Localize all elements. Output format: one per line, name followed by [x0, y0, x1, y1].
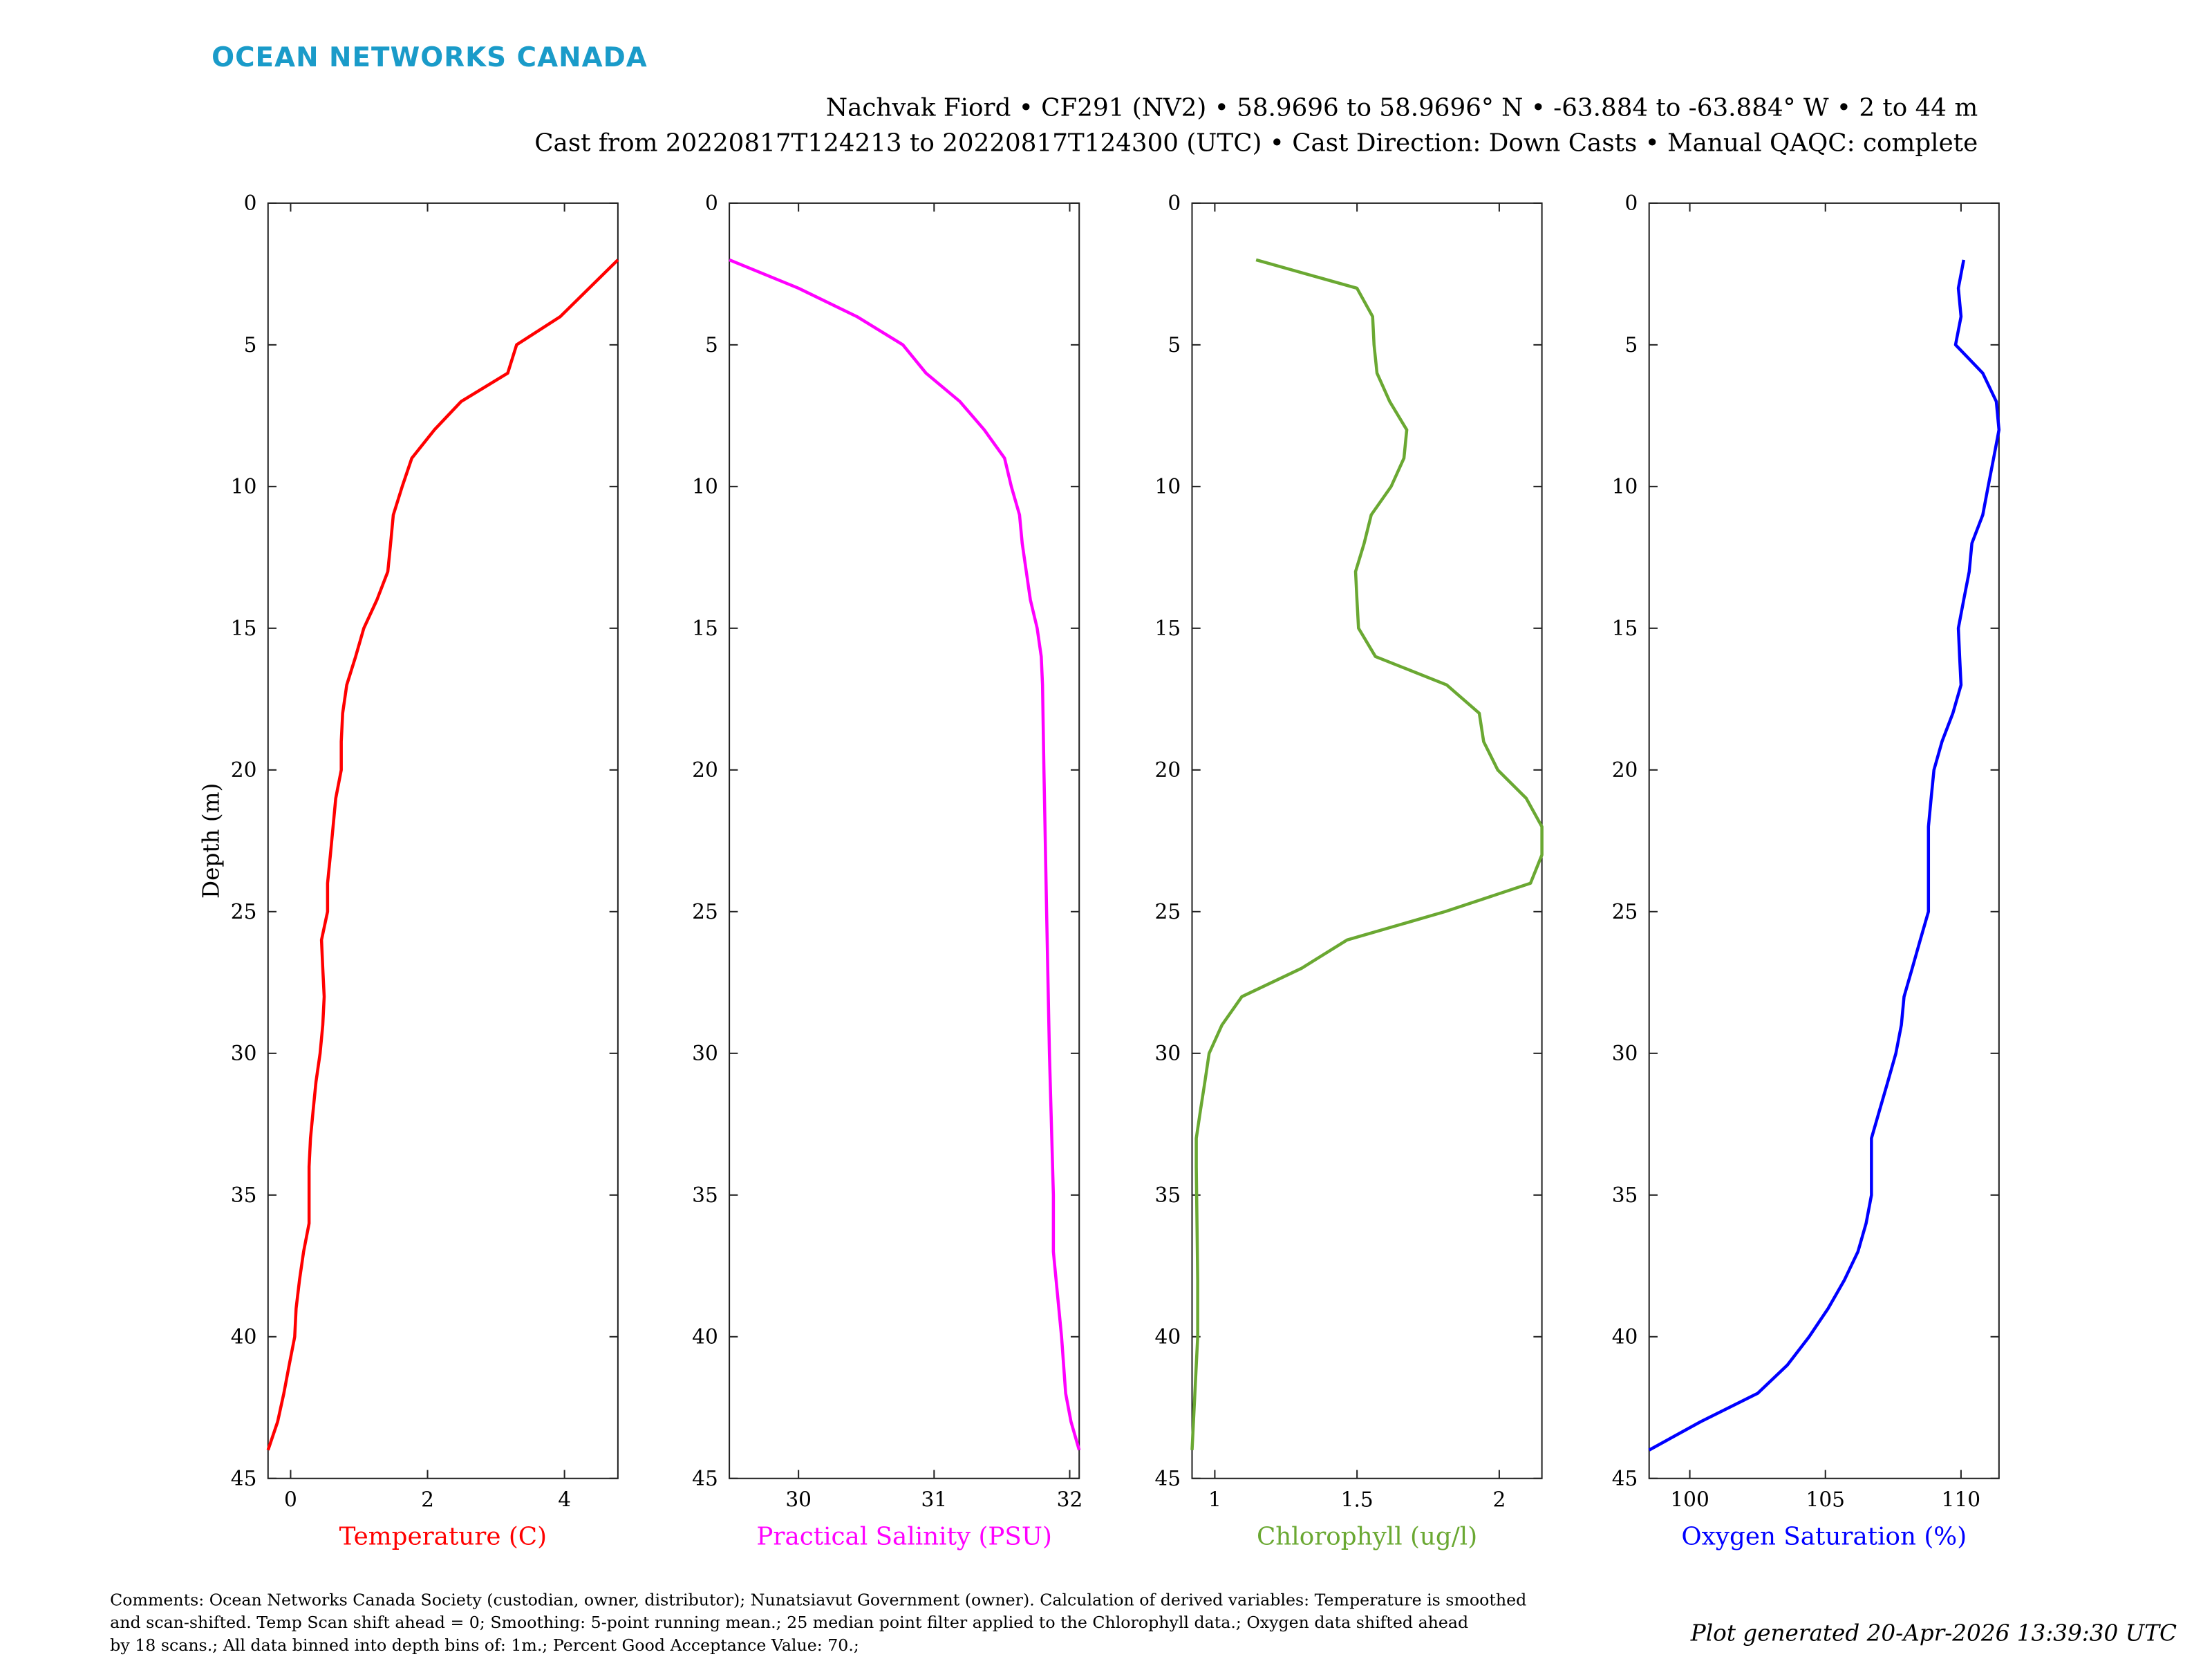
x-axis-label: Oxygen Saturation (%): [1681, 1523, 1967, 1551]
y-tick-label: 20: [1155, 758, 1181, 782]
header-line-2: Cast from 20220817T124213 to 20220817T12…: [534, 129, 1978, 157]
y-tick-label: 0: [705, 191, 718, 215]
y-tick-label: 25: [692, 900, 718, 924]
axes-box: [729, 202, 1080, 1479]
y-tick-label: 30: [1155, 1042, 1181, 1065]
x-tick-label: 31: [921, 1488, 948, 1512]
y-tick-label: 45: [231, 1467, 257, 1490]
x-tick-label: 32: [1057, 1488, 1083, 1512]
y-tick-label: 25: [231, 900, 257, 924]
plot-generated-timestamp: Plot generated 20-Apr-2026 13:39:30 UTC: [1690, 1620, 2177, 1646]
comments-line-2: and scan-shifted. Temp Scan shift ahead …: [110, 1613, 1468, 1632]
y-axis-label: Depth (m): [198, 783, 224, 899]
x-tick-label: 1.5: [1341, 1488, 1374, 1512]
y-tick-label: 35: [692, 1183, 718, 1207]
y-tick-label: 0: [244, 191, 257, 215]
y-tick-label: 0: [1625, 191, 1638, 215]
y-tick-label: 5: [1625, 333, 1638, 357]
y-tick-label: 10: [692, 475, 718, 498]
x-tick-label: 100: [1670, 1488, 1709, 1512]
comments-line-3: by 18 scans.; All data binned into depth…: [110, 1635, 859, 1655]
x-tick-label: 0: [284, 1488, 297, 1512]
y-tick-label: 10: [1155, 475, 1181, 498]
header-line-1: Nachvak Fiord • CF291 (NV2) • 58.9696 to…: [826, 93, 1978, 122]
y-tick-label: 15: [1155, 617, 1181, 640]
y-tick-label: 35: [231, 1183, 257, 1207]
series-line-2: [1190, 258, 1544, 1450]
y-tick-label: 25: [1612, 900, 1638, 924]
y-tick-label: 10: [1612, 475, 1638, 498]
y-tick-label: 30: [231, 1042, 257, 1065]
axes-box: [267, 202, 619, 1479]
y-tick-label: 30: [692, 1042, 718, 1065]
x-tick-label: 2: [1492, 1488, 1506, 1512]
brand-logo: OCEAN NETWORKS CANADA: [212, 42, 648, 73]
x-tick-label: 4: [558, 1488, 571, 1512]
series-line-0: [266, 259, 619, 1451]
x-axis-label: Temperature (C): [339, 1523, 547, 1551]
panel-2: 0 5 10 15 20 25 30 35 40 45 1 1.5 2 Chlorophyll (ug/l…: [1155, 191, 1544, 1551]
x-axis-label: Chlorophyll (ug/l): [1257, 1523, 1477, 1551]
y-tick-label: 40: [692, 1325, 718, 1349]
axes-box: [1648, 202, 2000, 1479]
y-tick-label: 40: [1155, 1325, 1181, 1349]
y-tick-label: 10: [231, 475, 257, 498]
x-tick-label: 1: [1208, 1488, 1221, 1512]
axes-box: [1191, 202, 1543, 1479]
panel-3: 0 5 10 15 20 25 30 35 40 45 100 105 110 Oxygen Satura…: [1612, 191, 2001, 1551]
y-tick-label: 0: [1168, 191, 1181, 215]
y-tick-label: 5: [244, 333, 257, 357]
x-tick-label: 2: [421, 1488, 434, 1512]
y-tick-label: 25: [1155, 900, 1181, 924]
y-tick-label: 45: [692, 1467, 718, 1490]
y-tick-label: 40: [231, 1325, 257, 1349]
x-tick-label: 110: [1942, 1488, 1980, 1512]
y-tick-label: 20: [1612, 758, 1638, 782]
y-tick-label: 15: [231, 617, 257, 640]
y-tick-label: 20: [692, 758, 718, 782]
y-tick-label: 5: [705, 333, 718, 357]
y-tick-label: 15: [692, 617, 718, 640]
x-axis-label: Practical Salinity (PSU): [756, 1523, 1051, 1551]
series-line-1: [729, 258, 1081, 1451]
y-tick-label: 45: [1155, 1467, 1181, 1490]
y-tick-label: 35: [1155, 1183, 1181, 1207]
panel-0: 0 5 10 15 20 25 30 35 40 45 0 2 4 Temperature (C): [231, 191, 619, 1551]
y-tick-label: 5: [1168, 333, 1181, 357]
y-tick-label: 40: [1612, 1325, 1638, 1349]
y-tick-label: 20: [231, 758, 257, 782]
x-tick-label: 105: [1806, 1488, 1845, 1512]
y-tick-label: 30: [1612, 1042, 1638, 1065]
x-tick-label: 30: [785, 1488, 812, 1512]
y-tick-label: 35: [1612, 1183, 1638, 1207]
y-tick-label: 45: [1612, 1467, 1638, 1490]
y-tick-label: 15: [1612, 617, 1638, 640]
series-line-3: [1648, 259, 2001, 1452]
comments-line-1: Comments: Ocean Networks Canada Society …: [110, 1590, 1526, 1609]
